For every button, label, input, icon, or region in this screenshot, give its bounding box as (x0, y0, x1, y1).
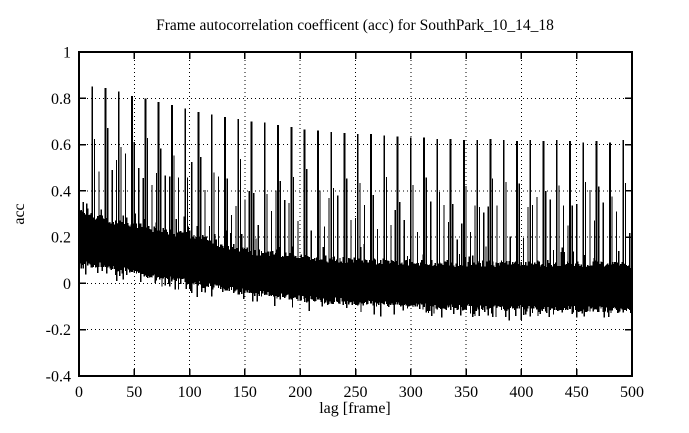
chart-title: Frame autocorrelation coefficent (acc) f… (156, 17, 554, 34)
y-tick-labels: 1 0.8 0.6 0.4 0.2 0 -0.2 -0.4 (46, 45, 71, 386)
x-tick-label: 250 (344, 384, 368, 401)
y-tick-label: 0.2 (51, 230, 71, 247)
y-tick-label: 0.4 (51, 183, 71, 200)
axis-ticks (78, 51, 633, 377)
y-tick-label: 0.8 (51, 91, 71, 108)
x-tick-label: 50 (126, 384, 142, 401)
x-tick-label: 350 (454, 384, 478, 401)
y-tick-label: 0.6 (51, 137, 71, 154)
x-tick-label: 400 (509, 384, 533, 401)
y-tick-label: -0.4 (46, 369, 71, 386)
x-tick-label: 0 (75, 384, 83, 401)
x-tick-label: 450 (565, 384, 589, 401)
y-tick-label: 0 (63, 276, 71, 293)
x-tick-label: 200 (288, 384, 312, 401)
x-tick-labels: 0 50 100 150 200 250 300 350 400 450 500 (75, 384, 644, 401)
y-axis-label: acc (11, 203, 28, 224)
y-tick-label: -0.2 (46, 322, 71, 339)
x-tick-label: 500 (620, 384, 644, 401)
x-tick-label: 150 (233, 384, 257, 401)
x-tick-label: 100 (178, 384, 202, 401)
x-axis-label: lag [frame] (319, 400, 391, 417)
x-tick-label: 300 (399, 384, 423, 401)
y-tick-label: 1 (63, 45, 71, 62)
acc-series (78, 86, 633, 321)
